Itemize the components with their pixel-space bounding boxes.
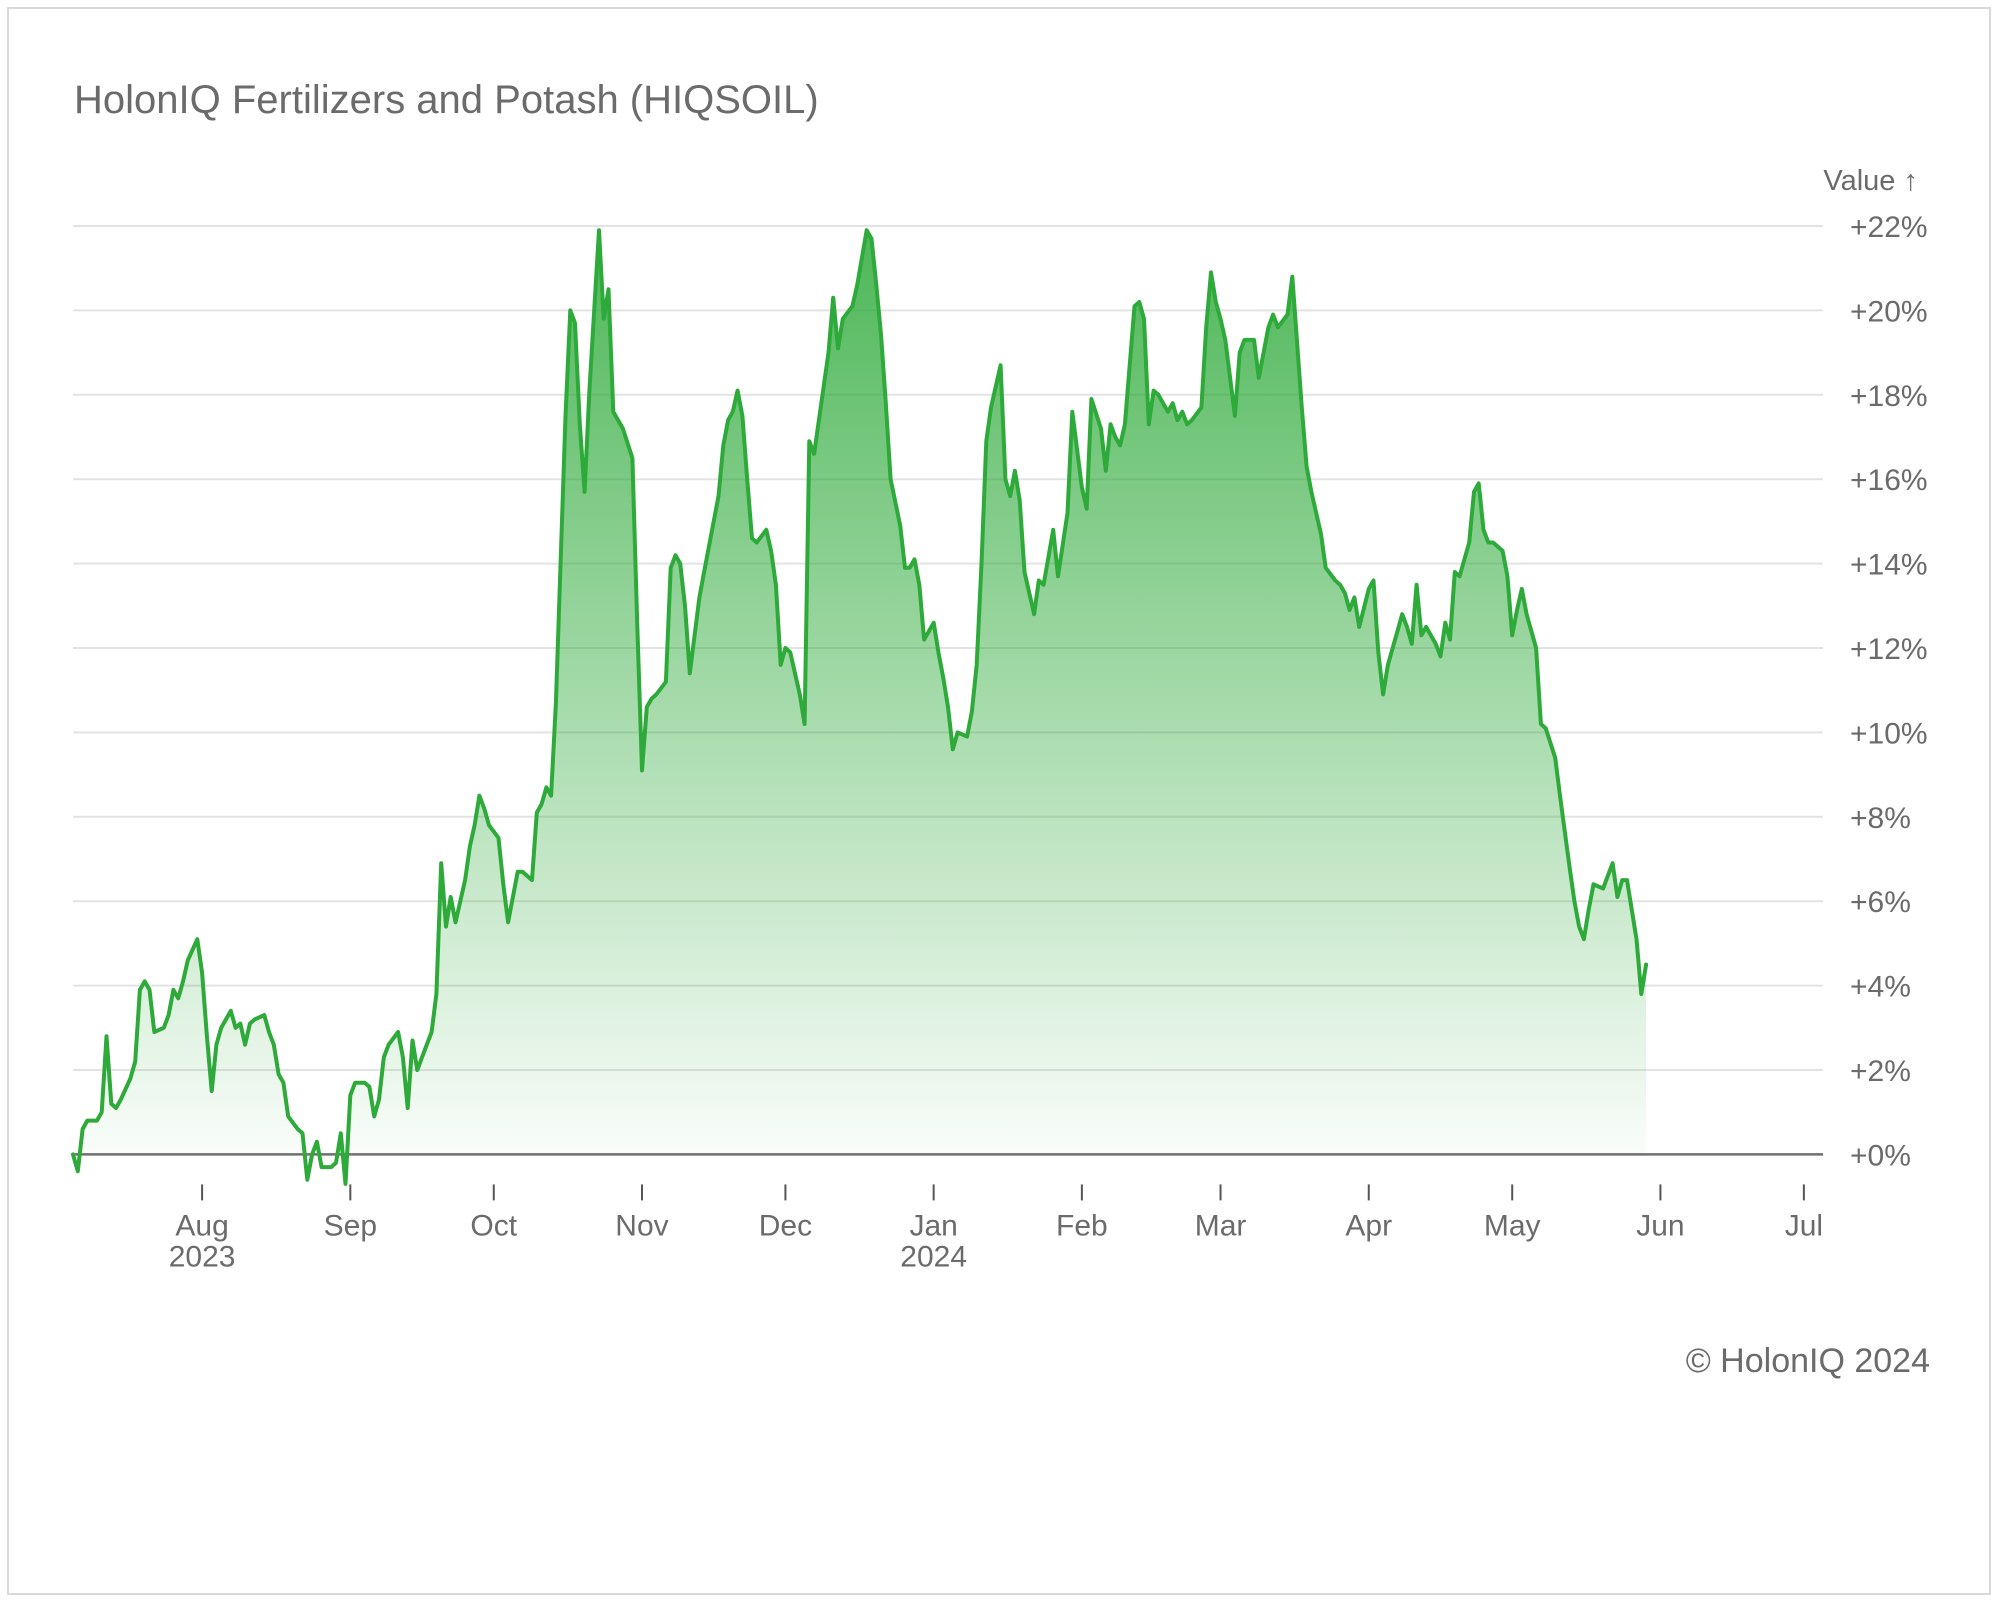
x-tick-label: Sep [324, 1209, 377, 1242]
x-tick-label: Oct [470, 1209, 517, 1242]
x-tick-label: Nov [615, 1209, 668, 1242]
y-tick-label: +0% [1850, 1139, 1911, 1172]
copyright-text: © HolonIQ 2024 [1685, 1342, 1930, 1380]
y-axis: +0% +2% +4% +6% +8% +10% +12% +14% +16% +18% +20% +… [1850, 211, 1928, 1172]
x-tick-label: Jun [1636, 1209, 1684, 1242]
y-tick-label: +18% [1850, 380, 1928, 413]
x-tick-label: Apr [1345, 1209, 1392, 1242]
x-tick-label: Feb [1056, 1209, 1108, 1242]
chart-title: HolonIQ Fertilizers and Potash (HIQSOIL) [74, 78, 819, 122]
x-tick-label: Mar [1195, 1209, 1247, 1242]
x-tick-label: Jan [909, 1209, 957, 1242]
y-tick-label: +8% [1850, 802, 1911, 835]
y-tick-label: +16% [1850, 464, 1928, 497]
y-tick-label: +22% [1850, 211, 1928, 244]
x-tick-year-label: 2024 [900, 1240, 967, 1273]
x-tick-label: May [1484, 1209, 1541, 1242]
area-fill [73, 230, 1647, 1184]
y-axis-title: Value ↑ [1823, 165, 1918, 197]
y-tick-label: +2% [1850, 1055, 1911, 1088]
y-tick-label: +6% [1850, 886, 1911, 919]
y-tick-label: +20% [1850, 295, 1928, 328]
series-line [71, 228, 1649, 1186]
y-tick-label: +4% [1850, 971, 1911, 1004]
y-tick-label: +12% [1850, 633, 1928, 666]
x-tick-year-label: 2023 [169, 1240, 236, 1273]
x-tick-label: Dec [759, 1209, 812, 1242]
x-tick-label: Jul [1785, 1209, 1823, 1242]
y-tick-label: +14% [1850, 549, 1928, 582]
x-tick-label: Aug [175, 1209, 228, 1242]
y-tick-label: +10% [1850, 717, 1928, 750]
